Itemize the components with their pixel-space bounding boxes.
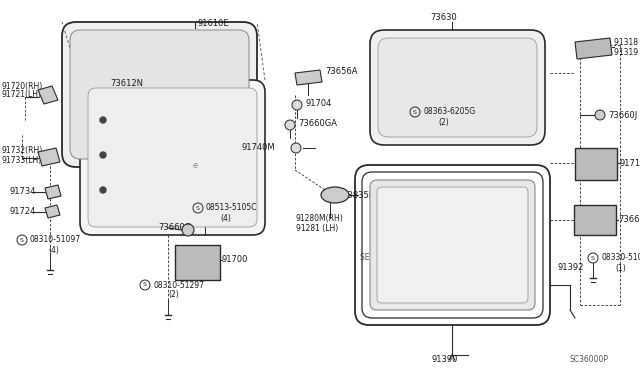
Text: 91392: 91392 [558, 263, 584, 273]
FancyBboxPatch shape [370, 180, 535, 310]
FancyBboxPatch shape [370, 30, 545, 145]
Polygon shape [38, 86, 58, 104]
Text: 73835E: 73835E [342, 190, 374, 199]
Polygon shape [45, 185, 61, 199]
Text: 91390: 91390 [432, 356, 458, 365]
Text: 08513-5105C: 08513-5105C [205, 203, 257, 212]
Text: 91734: 91734 [10, 187, 36, 196]
Ellipse shape [321, 187, 349, 203]
Circle shape [291, 143, 301, 153]
FancyBboxPatch shape [378, 38, 537, 137]
Text: 91319 (LH): 91319 (LH) [614, 48, 640, 57]
Text: S: S [591, 256, 595, 260]
Text: 91704: 91704 [305, 99, 332, 109]
Text: 08330-51042: 08330-51042 [601, 253, 640, 263]
Text: 73612N: 73612N [110, 80, 143, 89]
Text: 91721(LH): 91721(LH) [2, 90, 42, 99]
Circle shape [595, 110, 605, 120]
Polygon shape [38, 148, 60, 166]
Text: (4): (4) [48, 246, 59, 254]
Text: 91720(RH): 91720(RH) [2, 81, 44, 90]
Text: 91740M: 91740M [241, 142, 275, 151]
Circle shape [182, 224, 194, 236]
Text: SC36000P: SC36000P [570, 356, 609, 365]
Text: 73660F: 73660F [618, 215, 640, 224]
Text: 08310-51297: 08310-51297 [153, 280, 204, 289]
Text: (4): (4) [220, 214, 231, 222]
Circle shape [100, 187, 106, 193]
Text: 73660G: 73660G [158, 224, 191, 232]
Text: 91732(RH): 91732(RH) [2, 145, 44, 154]
Text: 73630: 73630 [430, 13, 457, 22]
Text: SEE SEC.730B: SEE SEC.730B [360, 253, 413, 263]
Circle shape [292, 100, 302, 110]
Polygon shape [45, 205, 60, 218]
Bar [574, 205, 616, 235]
Text: S: S [143, 282, 147, 288]
FancyBboxPatch shape [62, 22, 257, 167]
FancyBboxPatch shape [80, 80, 265, 235]
Text: 91733(LH): 91733(LH) [2, 155, 42, 164]
Text: 91318 (RH): 91318 (RH) [614, 38, 640, 46]
Text: S: S [196, 205, 200, 211]
FancyBboxPatch shape [88, 88, 257, 227]
Text: e: e [193, 160, 198, 170]
Circle shape [100, 152, 106, 158]
Text: 91710: 91710 [619, 158, 640, 167]
Text: 73656A: 73656A [325, 67, 358, 77]
Circle shape [285, 120, 295, 130]
Text: S: S [20, 237, 24, 243]
Text: 91610E: 91610E [198, 19, 230, 28]
Text: S: S [413, 109, 417, 115]
FancyBboxPatch shape [70, 30, 249, 159]
Text: 08363-6205G: 08363-6205G [423, 108, 476, 116]
Text: 91700: 91700 [222, 256, 248, 264]
Polygon shape [295, 70, 322, 85]
Text: 91280M(RH): 91280M(RH) [296, 214, 344, 222]
Text: 08310-51097: 08310-51097 [30, 235, 81, 244]
Text: (2): (2) [168, 291, 179, 299]
Circle shape [100, 117, 106, 123]
Text: (2): (2) [438, 118, 449, 126]
Bar [175, 245, 220, 280]
Text: 73660GA: 73660GA [298, 119, 337, 128]
Text: 73660J: 73660J [608, 110, 637, 119]
Text: (1): (1) [615, 263, 626, 273]
Text: 91724: 91724 [10, 208, 36, 217]
Polygon shape [575, 38, 612, 59]
FancyBboxPatch shape [377, 187, 528, 303]
Text: 91281 (LH): 91281 (LH) [296, 224, 339, 232]
Bar [575, 148, 617, 180]
